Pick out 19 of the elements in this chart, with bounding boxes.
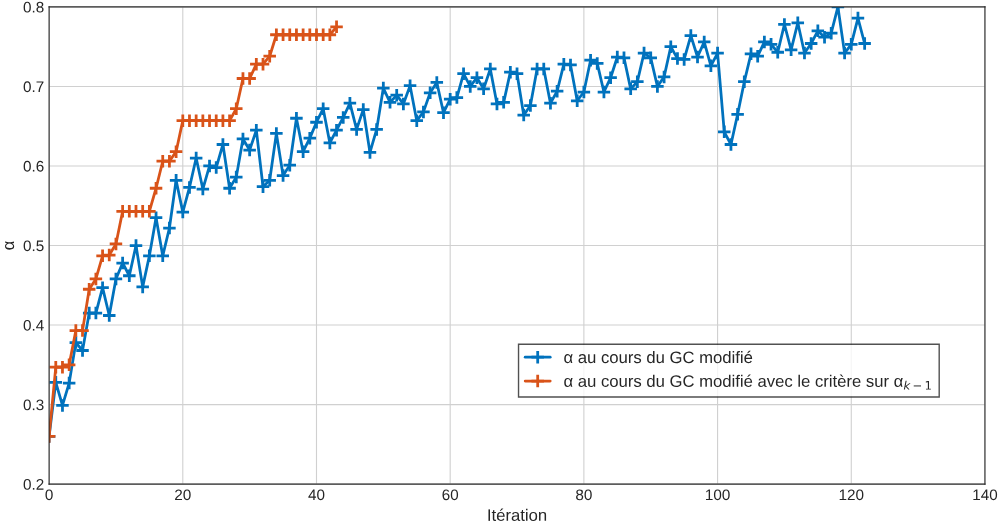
y-axis-title: α — [5, 241, 15, 250]
x-tick-label: 120 — [839, 489, 864, 501]
y-tick-label: 0.2 — [23, 478, 44, 490]
x-tick-label: 20 — [175, 489, 191, 501]
y-tick-label: 0.4 — [23, 319, 44, 331]
y-tick-label: 0.5 — [23, 240, 44, 252]
x-tick-label: 60 — [442, 489, 459, 501]
x-tick-label: 40 — [308, 489, 325, 501]
legend-label: α au cours du GC modifié avec le critère sur α$_{k−1}$ — [564, 374, 931, 390]
x-tick-label: 0 — [45, 489, 53, 501]
y-tick-label: 0.7 — [23, 81, 44, 93]
legend-label: α au cours du GC modifié — [564, 350, 753, 364]
x-tick-label: 100 — [706, 489, 730, 501]
y-tick-label: 0.6 — [23, 160, 44, 172]
x-axis-title: Itération — [488, 508, 547, 522]
x-tick-label: 140 — [973, 489, 998, 501]
y-tick-label: 0.8 — [23, 1, 44, 13]
x-tick-label: 80 — [576, 489, 592, 501]
y-tick-label: 0.3 — [23, 399, 44, 411]
